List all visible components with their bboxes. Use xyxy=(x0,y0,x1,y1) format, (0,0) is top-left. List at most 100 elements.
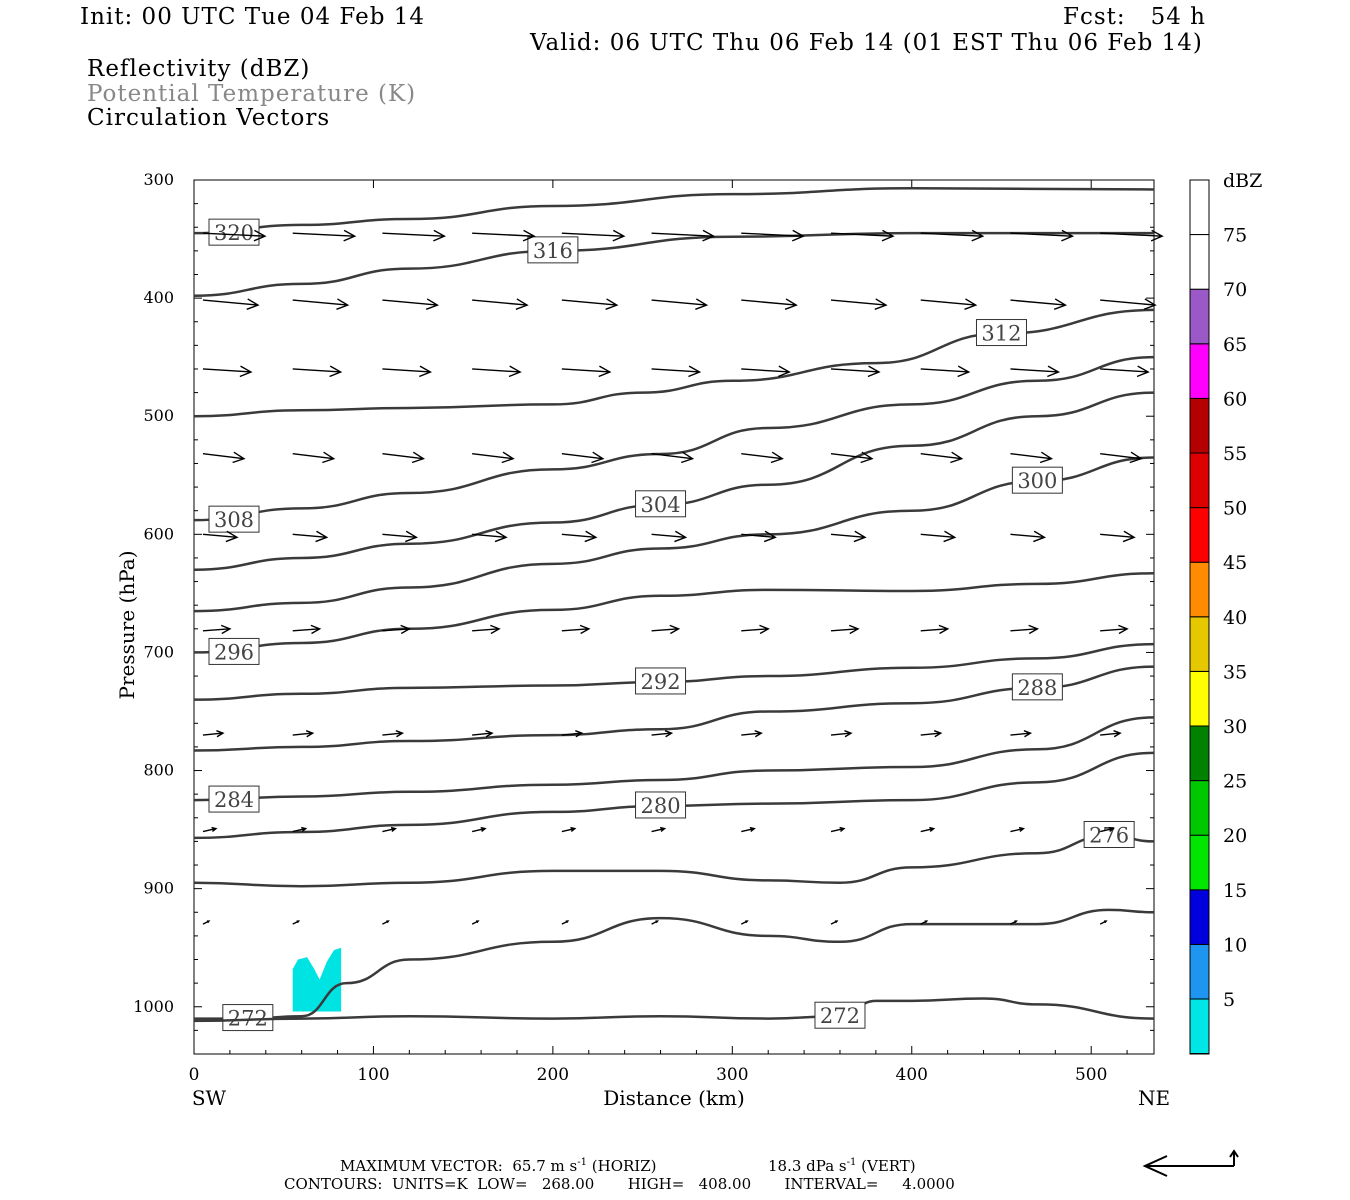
y-tick-label: 900 xyxy=(143,879,174,898)
colorbar-cell xyxy=(1189,834,1210,891)
circulation-vector xyxy=(1100,624,1129,635)
contours-info-label: CONTOURS: UNITS=K LOW= 268.00 HIGH= 408.… xyxy=(284,1175,955,1193)
circulation-vector xyxy=(651,920,660,925)
circulation-vector xyxy=(651,365,702,378)
circulation-vector xyxy=(202,920,211,925)
colorbar-level-label: 45 xyxy=(1223,552,1247,574)
circulation-vector xyxy=(472,365,522,378)
y-tick-label: 500 xyxy=(143,406,174,425)
theta-contour-300 xyxy=(193,456,1155,613)
contour-label: 296 xyxy=(214,640,254,664)
contour-label-box xyxy=(635,667,687,695)
contour-label: 300 xyxy=(1017,469,1057,493)
field-reflectivity-label: Reflectivity (dBZ) xyxy=(87,56,311,82)
circulation-vector xyxy=(1100,730,1122,738)
circulation-vector xyxy=(561,920,570,925)
y-tick-label: 300 xyxy=(143,170,174,189)
circulation-vector xyxy=(651,730,674,738)
circulation-vector xyxy=(830,530,867,543)
circulation-vector xyxy=(1100,365,1150,378)
x-tick-label: 0 xyxy=(189,1065,200,1085)
circulation-vector xyxy=(741,229,805,242)
circulation-vector xyxy=(202,730,225,738)
theta-contour-276 xyxy=(193,834,1155,888)
contour-label-box xyxy=(635,490,687,518)
circulation-vector xyxy=(202,826,218,833)
contour-label: 320 xyxy=(214,221,254,245)
init-time-label: Init: 00 UTC Tue 04 Feb 14 xyxy=(80,4,426,30)
circulation-vector xyxy=(202,298,260,310)
circulation-vector xyxy=(741,826,756,833)
colorbar-unit-label: dBZ xyxy=(1223,170,1262,192)
circulation-vector xyxy=(292,365,343,378)
circulation-vector xyxy=(830,730,853,738)
colorbar-cell xyxy=(1189,452,1210,509)
circulation-vector xyxy=(382,624,412,635)
colorbar-top-cell xyxy=(1189,179,1210,236)
circulation-vector xyxy=(561,365,612,378)
circulation-vector xyxy=(561,730,584,738)
circulation-vector xyxy=(830,298,888,310)
contour-label-box xyxy=(208,505,260,533)
colorbar-cell xyxy=(1189,780,1210,836)
contour-label: 316 xyxy=(533,239,573,263)
circulation-vector xyxy=(561,826,577,833)
circulation-vector xyxy=(1010,920,1018,925)
theta-contour-304 xyxy=(193,391,1155,572)
y-tick-label: 400 xyxy=(143,288,174,307)
y-tick-label: 1000 xyxy=(133,997,174,1016)
x-end-label-sw: SW xyxy=(192,1086,227,1110)
reflectivity-area xyxy=(292,947,342,1012)
colorbar-cell xyxy=(1189,561,1210,618)
colorbar-level-label: 65 xyxy=(1223,334,1247,356)
plot-frame xyxy=(193,179,1155,1055)
circulation-vector xyxy=(920,730,943,738)
circulation-vector xyxy=(651,229,716,242)
y-tick-label: 700 xyxy=(143,642,174,661)
colorbar-level-label: 75 xyxy=(1223,225,1247,247)
circulation-vector xyxy=(472,451,515,464)
circulation-vector xyxy=(472,730,494,738)
colorbar-cell xyxy=(1189,889,1210,945)
circulation-vector xyxy=(830,365,881,378)
colorbar-cell xyxy=(1189,725,1210,782)
circulation-vector xyxy=(292,530,329,543)
circulation-vector xyxy=(741,451,784,464)
circulation-vector xyxy=(1010,826,1026,833)
field-vectors-label: Circulation Vectors xyxy=(87,105,331,131)
circulation-vector xyxy=(292,730,315,738)
circulation-vector xyxy=(561,229,626,242)
max-vector-vert-label: 18.3 dPa s-1 (VERT) xyxy=(768,1157,916,1175)
colorbar-level-label: 60 xyxy=(1223,388,1247,410)
contour-label-box xyxy=(635,791,687,819)
contour-label-box xyxy=(208,637,260,665)
circulation-vector xyxy=(741,530,777,543)
circulation-vector xyxy=(741,298,798,310)
colorbar-level-label: 50 xyxy=(1223,498,1247,520)
circulation-vector xyxy=(202,365,253,378)
colorbar-cell xyxy=(1189,943,1210,1000)
theta-contour-296 xyxy=(193,572,1155,654)
valid-time-label: Valid: 06 UTC Thu 06 Feb 14 (01 EST Thu … xyxy=(530,30,1203,56)
contour-label-box xyxy=(1011,466,1063,494)
colorbar-cell xyxy=(1189,507,1210,563)
circulation-vector xyxy=(202,229,267,242)
max-vector-label: MAXIMUM VECTOR: 65.7 m s-1 (HORIZ) xyxy=(340,1157,657,1175)
circulation-vector xyxy=(382,451,426,464)
circulation-vector xyxy=(651,530,688,543)
contour-label-box xyxy=(208,218,260,246)
contour-label-box xyxy=(975,319,1027,347)
circulation-vector xyxy=(920,920,929,925)
circulation-vector xyxy=(920,530,957,543)
circulation-vector xyxy=(382,530,419,543)
contour-label-box xyxy=(1011,673,1063,701)
circulation-vector xyxy=(292,298,350,310)
theta-contour-308 xyxy=(193,355,1155,522)
colorbar-level-label: 70 xyxy=(1223,279,1247,301)
contour-label: 304 xyxy=(640,493,680,517)
circulation-vector xyxy=(1010,229,1075,242)
circulation-vector xyxy=(1010,451,1054,464)
circulation-vector xyxy=(830,920,839,925)
circulation-vector xyxy=(471,920,480,925)
